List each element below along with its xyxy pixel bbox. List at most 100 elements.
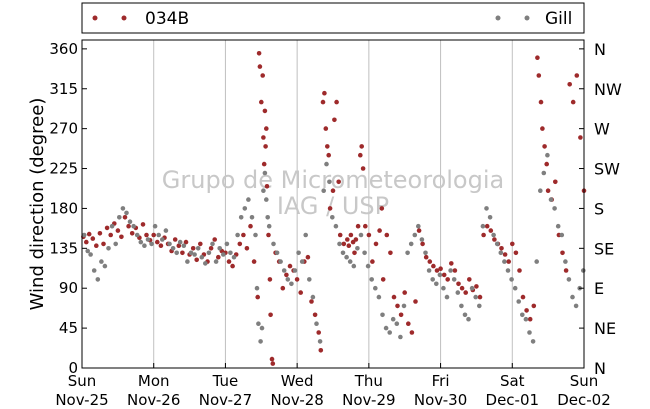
x-tick-label-date: Nov-27 bbox=[199, 391, 252, 409]
data-point bbox=[559, 232, 565, 238]
data-point bbox=[109, 223, 115, 229]
data-point bbox=[131, 223, 136, 229]
y-tick-label: 315 bbox=[49, 80, 78, 98]
data-point bbox=[344, 254, 349, 260]
data-point bbox=[441, 285, 446, 291]
data-point bbox=[573, 303, 579, 309]
data-point bbox=[574, 73, 580, 78]
data-point bbox=[120, 206, 126, 211]
data-point bbox=[259, 325, 265, 331]
data-point bbox=[122, 215, 128, 220]
data-point bbox=[541, 170, 547, 176]
data-point bbox=[416, 228, 422, 233]
data-point bbox=[138, 239, 144, 245]
data-point bbox=[362, 250, 367, 256]
data-point bbox=[185, 259, 190, 264]
y-tick-label: 180 bbox=[49, 199, 78, 217]
compass-label: S bbox=[594, 199, 604, 218]
data-point bbox=[379, 206, 385, 211]
data-point bbox=[538, 99, 544, 105]
data-point bbox=[253, 232, 258, 238]
series-gill bbox=[81, 152, 586, 344]
data-point bbox=[113, 241, 118, 247]
data-point bbox=[142, 243, 147, 248]
data-point bbox=[176, 243, 182, 248]
data-point bbox=[104, 225, 110, 231]
data-point bbox=[221, 252, 226, 257]
compass-label: N bbox=[594, 40, 606, 59]
data-point bbox=[406, 321, 411, 327]
data-point bbox=[517, 268, 522, 273]
data-point bbox=[195, 246, 201, 251]
data-point bbox=[95, 277, 101, 282]
data-point bbox=[188, 250, 194, 256]
data-point bbox=[151, 232, 156, 238]
data-point bbox=[280, 285, 286, 291]
data-point bbox=[487, 215, 493, 220]
data-point bbox=[348, 232, 354, 238]
data-point bbox=[502, 259, 507, 264]
data-point bbox=[115, 228, 121, 233]
x-tick-label-date: Nov-28 bbox=[270, 391, 323, 409]
data-point bbox=[203, 261, 208, 266]
data-point bbox=[180, 250, 185, 256]
data-point bbox=[231, 254, 237, 260]
data-point bbox=[419, 237, 425, 242]
data-point bbox=[502, 252, 508, 257]
data-point bbox=[492, 237, 497, 242]
data-point bbox=[469, 285, 475, 291]
data-point bbox=[553, 179, 558, 185]
x-tick-label-date: Dec-02 bbox=[557, 391, 611, 409]
data-point bbox=[213, 259, 219, 264]
data-point bbox=[303, 232, 309, 238]
data-point bbox=[192, 252, 197, 257]
data-point bbox=[158, 243, 164, 248]
compass-label: NE bbox=[594, 319, 616, 338]
data-point bbox=[434, 268, 440, 273]
data-point bbox=[317, 339, 323, 344]
data-point bbox=[262, 170, 268, 176]
data-point bbox=[217, 246, 222, 251]
data-point bbox=[358, 152, 363, 158]
data-point bbox=[358, 232, 364, 238]
data-point bbox=[310, 294, 316, 300]
data-point bbox=[258, 339, 263, 344]
data-point bbox=[531, 303, 537, 309]
data-point bbox=[198, 241, 203, 247]
data-point bbox=[445, 277, 451, 282]
data-point bbox=[394, 321, 400, 327]
data-point bbox=[444, 294, 450, 300]
data-point bbox=[420, 241, 425, 247]
data-point bbox=[212, 237, 217, 242]
data-point bbox=[430, 277, 436, 282]
data-point bbox=[491, 232, 496, 238]
data-point bbox=[117, 215, 122, 220]
data-point bbox=[509, 277, 514, 282]
data-point bbox=[318, 348, 324, 353]
data-point bbox=[570, 294, 575, 300]
compass-label: SE bbox=[594, 239, 614, 258]
y-tick-label: 225 bbox=[49, 160, 78, 178]
legend-label-gill: Gill bbox=[545, 9, 572, 29]
data-point bbox=[167, 241, 172, 247]
data-point bbox=[513, 250, 519, 256]
compass-label: W bbox=[594, 120, 610, 139]
x-tick-label-day: Tue bbox=[212, 372, 239, 390]
data-point bbox=[126, 223, 131, 229]
data-point bbox=[488, 228, 494, 233]
y-tick-label: 45 bbox=[59, 319, 78, 337]
data-point bbox=[145, 237, 151, 242]
data-point bbox=[264, 126, 269, 131]
data-point bbox=[477, 303, 482, 309]
data-point bbox=[88, 252, 93, 257]
legend-marker-034b bbox=[121, 15, 127, 21]
data-point bbox=[563, 259, 568, 264]
data-point bbox=[376, 294, 382, 300]
data-point bbox=[274, 250, 280, 256]
data-point bbox=[269, 356, 275, 362]
data-point bbox=[199, 254, 205, 260]
data-point bbox=[119, 234, 124, 240]
data-point bbox=[398, 334, 403, 340]
x-tick-label-day: Mon bbox=[138, 372, 170, 390]
